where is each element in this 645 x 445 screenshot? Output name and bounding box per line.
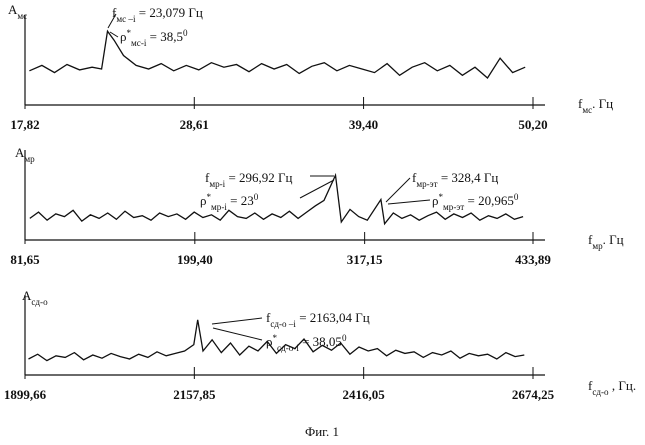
x-tick-label: 1899,66 <box>4 387 47 402</box>
annotation-part: мр-i <box>209 179 225 189</box>
annotation: ρ*мр-эт = 20,9650 <box>432 192 519 212</box>
x-axis-label-part: . Гц <box>592 96 613 111</box>
x-tick-label: 2416,05 <box>343 387 386 402</box>
annotation: ρ*мс-i = 38,50 <box>120 28 188 48</box>
x-axis-label: fсд-о , Гц. <box>588 378 636 397</box>
x-axis-label-part: , Гц. <box>609 378 636 393</box>
x-tick-label: 317,15 <box>347 252 383 267</box>
x-tick-label: 2157,85 <box>173 387 216 402</box>
x-tick-label: 28,61 <box>180 117 209 132</box>
x-axis-label: fмр. Гц <box>588 232 624 251</box>
y-axis-label-part: мр <box>24 154 35 164</box>
annotation-part: 0 <box>183 28 188 38</box>
x-tick-label: 433,89 <box>515 252 551 267</box>
x-tick-label: 199,40 <box>177 252 213 267</box>
caption: Фиг. 1 <box>305 424 339 439</box>
annotation-part: 0 <box>254 192 259 202</box>
annotation-part: = 20,965 <box>464 193 514 208</box>
x-tick-label: 2674,25 <box>512 387 555 402</box>
annotation: fмр-эт = 328,4 Гц <box>412 170 498 189</box>
figure: Фиг. 1 17,82 28,61 39,40 50,20 Aмс fмс. Гц fмс… <box>0 0 645 445</box>
x-tick-label: 39,40 <box>349 117 378 132</box>
spectrum-line <box>29 31 525 78</box>
y-axis-label: Aмс <box>8 2 27 21</box>
annotation-part: сд-о –i <box>270 319 296 329</box>
x-axis-label-part: мс <box>582 105 592 115</box>
annotation-part: мр-i <box>211 202 227 212</box>
annotation-part: = 296,92 Гц <box>225 170 292 185</box>
annotation: ρ*сд-о-i = 38,050 <box>266 333 347 353</box>
annotation-part: мс –i <box>116 14 136 24</box>
annotation-part: = 38,5 <box>146 29 183 44</box>
x-tick-label: 50,20 <box>518 117 547 132</box>
annotation-part: 0 <box>514 192 519 202</box>
x-tick-label: 81,65 <box>10 252 40 267</box>
annotation-part: мр-эт <box>416 179 437 189</box>
x-tick-label: 17,82 <box>10 117 39 132</box>
annotation-part: = 2163,04 Гц <box>296 310 370 325</box>
y-axis-label-part: мс <box>17 11 27 21</box>
annotation-part: * <box>207 192 212 202</box>
y-axis-label-part: сд-о <box>31 297 48 307</box>
annotation: fмр-i = 296,92 Гц <box>205 170 293 189</box>
annotation-part: = 328,4 Гц <box>438 170 499 185</box>
annotation-part: * <box>439 192 444 202</box>
annotation-part: = 38,05 <box>299 334 342 349</box>
annotation-part: * <box>273 333 278 343</box>
annotation: fмс –i = 23,079 Гц <box>112 5 203 24</box>
y-axis-label: Aмр <box>15 145 35 164</box>
annotation: fсд-о –i = 2163,04 Гц <box>266 310 370 329</box>
annotation-part: мс-i <box>131 38 147 48</box>
annotation-part: = 23 <box>227 193 254 208</box>
annotation: ρ*мр-i = 230 <box>200 192 259 212</box>
annotation-part: мр-эт <box>443 202 464 212</box>
x-axis-label-part: сд-о <box>592 387 609 397</box>
annotation-part: = 23,079 Гц <box>135 5 202 20</box>
annotation-part: * <box>127 28 132 38</box>
y-axis-label: Aсд-о <box>22 288 48 307</box>
x-axis-label: fмс. Гц <box>578 96 613 115</box>
annotation-part: 0 <box>342 333 347 343</box>
annotation-part: сд-о-i <box>277 343 299 353</box>
x-axis-label-part: мр <box>592 241 603 251</box>
x-axis-label-part: . Гц <box>603 232 624 247</box>
